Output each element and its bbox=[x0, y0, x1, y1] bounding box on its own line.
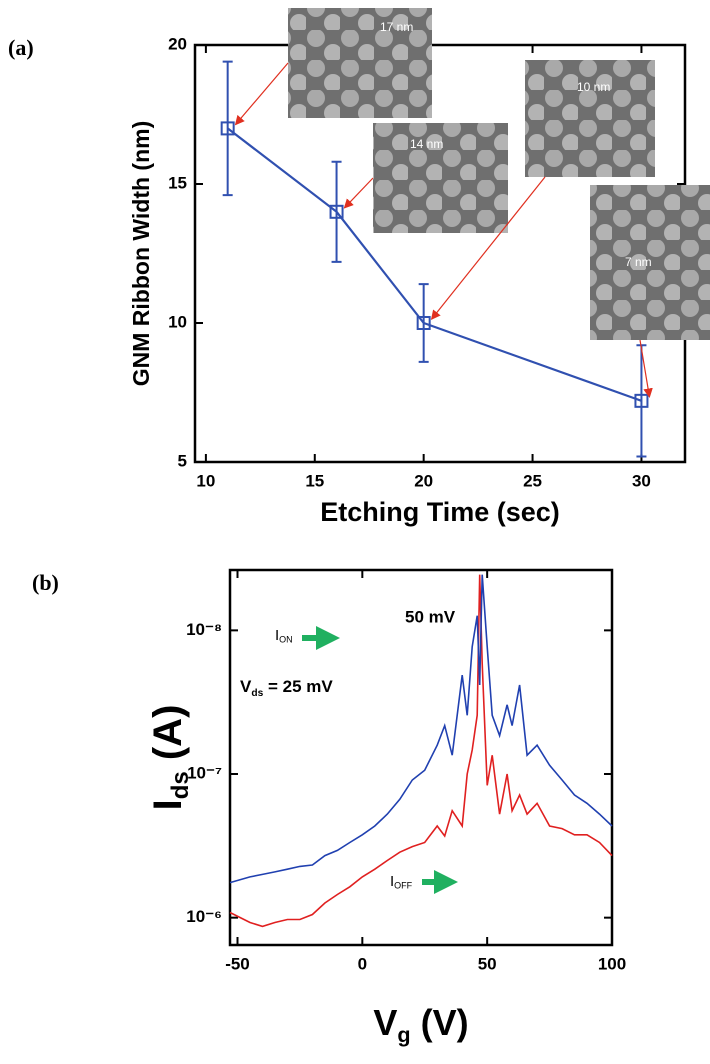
sem-inset bbox=[373, 123, 508, 233]
plot-frame bbox=[228, 568, 614, 947]
sem-inset bbox=[525, 60, 655, 177]
x-tick-label: 30 bbox=[632, 471, 651, 490]
label-rest: (V) bbox=[411, 1002, 469, 1043]
label-main: V bbox=[240, 677, 252, 696]
error-bar bbox=[636, 344, 647, 458]
label-sub: ds bbox=[251, 688, 263, 699]
marker bbox=[329, 204, 344, 219]
x-tick-label: 100 bbox=[598, 954, 626, 973]
inset-arrow bbox=[343, 177, 374, 209]
x-tick-label: 0 bbox=[358, 954, 367, 973]
y-axis-label: Ids (A) bbox=[146, 705, 195, 811]
label-main: I bbox=[275, 627, 279, 644]
y-tick-label: 10⁻⁶ bbox=[186, 907, 222, 926]
inset-arrow bbox=[430, 176, 546, 320]
x-axis-label: Vg (V) bbox=[373, 1002, 468, 1047]
error-bar bbox=[222, 60, 233, 197]
y-tick-label: 5 bbox=[178, 451, 187, 470]
label-main: I bbox=[146, 799, 190, 810]
label-sub: OFF bbox=[394, 881, 412, 891]
panel-label: (b) bbox=[32, 570, 59, 595]
annotation: Vds = 25 mV bbox=[240, 677, 333, 698]
label-sub: ds bbox=[167, 771, 194, 799]
series-label: 50 mV bbox=[405, 607, 456, 626]
y-tick-label: 10⁻⁸ bbox=[186, 620, 222, 639]
x-tick-label: 15 bbox=[305, 471, 324, 490]
annotation: ION bbox=[275, 627, 293, 645]
marker bbox=[220, 121, 235, 136]
error-bar bbox=[418, 283, 429, 363]
marker bbox=[634, 393, 649, 408]
inset-label: 7 nm bbox=[625, 255, 652, 269]
inset-arrow bbox=[234, 62, 289, 126]
label-main: V bbox=[373, 1002, 397, 1043]
y-axis-label: GNM Ribbon Width (nm) bbox=[128, 121, 154, 387]
x-tick-label: 10 bbox=[196, 471, 215, 490]
data-line bbox=[227, 127, 642, 402]
label-main: I bbox=[390, 873, 394, 890]
annotation: IOFF bbox=[390, 873, 413, 891]
x-tick-label: 25 bbox=[523, 471, 542, 490]
label-sub: ON bbox=[279, 635, 293, 645]
y-tick-label: 15 bbox=[168, 173, 187, 192]
data-line bbox=[229, 574, 613, 884]
sem-inset bbox=[590, 185, 710, 340]
x-tick-label: -50 bbox=[225, 954, 250, 973]
inset-label: 10 nm bbox=[577, 80, 610, 94]
y-tick-label: 20 bbox=[168, 34, 187, 53]
panel-label: (a) bbox=[8, 35, 34, 60]
x-tick-label: 20 bbox=[414, 471, 433, 490]
error-bar bbox=[331, 160, 342, 263]
x-axis-label: Etching Time (sec) bbox=[320, 497, 560, 527]
y-tick-label: 10 bbox=[168, 312, 187, 331]
x-tick-label: 50 bbox=[478, 954, 497, 973]
label-sub: g bbox=[397, 1022, 410, 1047]
label-rest: = 25 mV bbox=[263, 677, 333, 696]
y-tick-label: 10⁻⁷ bbox=[187, 763, 222, 782]
inset-arrow bbox=[639, 339, 653, 399]
marker bbox=[416, 316, 431, 330]
inset-label: 14 nm bbox=[410, 137, 443, 151]
sem-inset bbox=[288, 8, 432, 118]
data-line bbox=[229, 574, 613, 928]
label-rest: (A) bbox=[146, 705, 190, 772]
inset-label: 17 nm bbox=[380, 20, 413, 34]
